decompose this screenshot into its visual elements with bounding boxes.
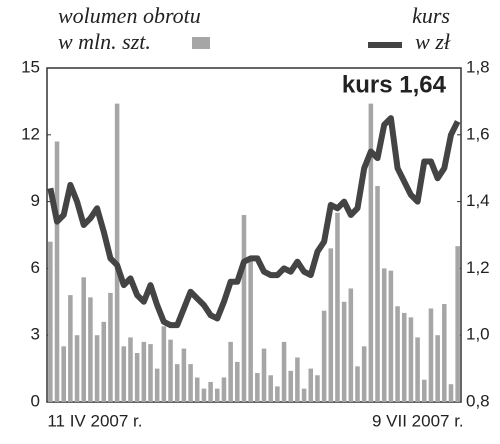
- bar: [208, 381, 213, 402]
- bar: [108, 292, 113, 402]
- y-tick-label: 3: [31, 325, 40, 344]
- bar: [114, 103, 120, 403]
- bar: [335, 212, 340, 402]
- bar: [61, 346, 66, 402]
- bar: [255, 373, 260, 402]
- bar: [361, 346, 367, 402]
- bar: [328, 248, 334, 402]
- bar: [301, 388, 307, 402]
- bar: [74, 335, 80, 402]
- legend-line-unit: w zł: [415, 29, 451, 54]
- y2-tick-label: 1,0: [466, 325, 490, 344]
- bar: [215, 388, 220, 402]
- annotation: kurs 1,64: [342, 71, 447, 98]
- x-tick-label: 9 VII 2007 r.: [372, 411, 464, 430]
- bar: [228, 341, 233, 402]
- bar: [235, 361, 240, 402]
- legend-bar-swatch: [192, 37, 210, 49]
- bar: [381, 268, 387, 402]
- bar: [181, 348, 187, 402]
- bar: [408, 317, 414, 402]
- y2-tick-label: 1,8: [466, 57, 490, 76]
- bar: [368, 103, 374, 403]
- bar: [241, 214, 247, 402]
- x-tick-label: 11 IV 2007 r.: [47, 411, 142, 430]
- bar: [268, 375, 273, 402]
- bar: [148, 344, 153, 402]
- bar: [315, 375, 320, 402]
- bar: [455, 246, 460, 402]
- bar: [88, 297, 93, 402]
- bar: [188, 364, 193, 402]
- bar: [442, 304, 447, 402]
- bar: [168, 339, 173, 402]
- y-tick-label: 12: [21, 124, 40, 143]
- bar: [395, 306, 400, 402]
- bar: [201, 388, 207, 402]
- legend-bar-label: wolumen obrotu: [58, 3, 201, 28]
- y-tick-label: 0: [31, 391, 40, 410]
- bar: [375, 186, 380, 402]
- bar: [141, 341, 147, 402]
- y2-tick-label: 1,4: [466, 191, 490, 210]
- legend-line-label: kurs: [412, 3, 450, 28]
- bar: [261, 348, 267, 402]
- bar: [134, 353, 140, 402]
- y-tick-label: 9: [31, 191, 40, 210]
- bar: [288, 370, 293, 402]
- bar: [94, 335, 100, 402]
- y2-tick-label: 1,2: [466, 258, 490, 277]
- bar: [68, 295, 73, 402]
- bar: [321, 310, 327, 402]
- bar: [295, 357, 300, 402]
- bar: [415, 337, 420, 402]
- y-tick-label: 15: [21, 57, 40, 76]
- plot-frame: [46, 67, 462, 403]
- bar: [308, 368, 314, 402]
- y2-tick-label: 1,6: [466, 124, 490, 143]
- bar: [401, 312, 407, 402]
- bar: [428, 308, 434, 402]
- bar: [275, 386, 280, 402]
- bar: [348, 288, 354, 402]
- bar: [121, 346, 127, 402]
- bar: [435, 335, 440, 402]
- bar: [448, 384, 454, 402]
- line: [47, 115, 461, 329]
- bar: [248, 259, 253, 402]
- bar: [281, 341, 287, 402]
- bar: [422, 379, 427, 402]
- bar: [221, 377, 227, 402]
- bar: [174, 364, 180, 402]
- bar: [48, 241, 53, 402]
- bar: [161, 326, 167, 402]
- bar: [54, 141, 60, 403]
- y-tick-label: 6: [31, 258, 40, 277]
- bar: [388, 270, 394, 402]
- bar: [341, 301, 347, 402]
- bar: [194, 377, 200, 402]
- legend-bar-unit: w mln. szt.: [58, 29, 151, 54]
- y2-tick-label: 0,8: [466, 391, 490, 410]
- bar: [101, 321, 107, 402]
- bar: [81, 277, 86, 402]
- bar: [355, 366, 360, 402]
- bar: [128, 337, 133, 402]
- bar: [154, 368, 160, 402]
